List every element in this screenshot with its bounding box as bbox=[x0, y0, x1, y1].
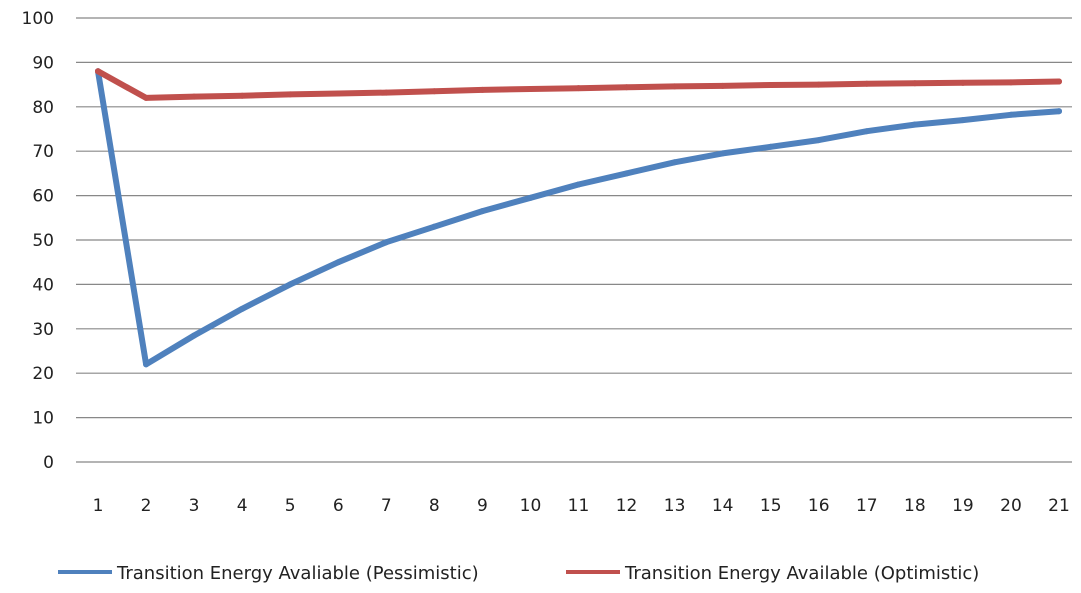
data-point-s2-3 bbox=[191, 93, 198, 100]
data-point-s1-14 bbox=[719, 150, 726, 157]
y-tick-label: 30 bbox=[32, 320, 54, 340]
x-tick-label: 5 bbox=[285, 496, 296, 516]
y-tick-label: 0 bbox=[43, 453, 54, 473]
x-tick-label: 1 bbox=[93, 496, 104, 516]
data-point-s2-6 bbox=[335, 90, 342, 97]
x-tick-label: 20 bbox=[1000, 496, 1022, 516]
data-point-s1-11 bbox=[575, 181, 582, 188]
data-point-s2-16 bbox=[815, 81, 822, 88]
legend-item-1: Transition Energy Avaliable (Pessimistic… bbox=[58, 563, 479, 584]
x-axis-tick-labels: 1 2 3 4 5 6 7 8 9 10 11 12 13 14 15 16 17 18 19 20 21 bbox=[93, 496, 1070, 516]
data-point-s2-19 bbox=[959, 79, 966, 86]
data-point-s1-2 bbox=[143, 361, 150, 368]
x-tick-label: 17 bbox=[856, 496, 878, 516]
x-tick-label: 7 bbox=[381, 496, 392, 516]
data-point-s2-2 bbox=[143, 94, 150, 101]
y-tick-label: 20 bbox=[32, 364, 54, 384]
y-tick-label: 50 bbox=[32, 231, 54, 251]
data-point-s1-9 bbox=[479, 208, 486, 215]
gridlines bbox=[76, 17, 1072, 463]
data-point-s1-4 bbox=[239, 305, 246, 312]
data-point-s1-5 bbox=[287, 281, 294, 288]
x-tick-label: 14 bbox=[712, 496, 734, 516]
y-tick-label: 60 bbox=[32, 187, 54, 207]
x-tick-label: 8 bbox=[429, 496, 440, 516]
data-point-s2-14 bbox=[719, 82, 726, 89]
data-point-s1-8 bbox=[431, 223, 438, 230]
legend-item-2: Transition Energy Available (Optimistic) bbox=[566, 563, 979, 584]
x-tick-label: 13 bbox=[664, 496, 686, 516]
x-tick-label: 16 bbox=[808, 496, 830, 516]
data-point-s1-3 bbox=[191, 332, 198, 339]
data-point-s1-7 bbox=[383, 239, 390, 246]
data-point-s2-13 bbox=[671, 83, 678, 90]
x-tick-label: 6 bbox=[333, 496, 344, 516]
series-lines bbox=[95, 68, 1062, 368]
data-point-s1-21 bbox=[1056, 108, 1062, 115]
data-point-s1-20 bbox=[1007, 111, 1014, 118]
legend-label: Transition Energy Available (Optimistic) bbox=[624, 563, 979, 584]
y-tick-label: 90 bbox=[32, 53, 54, 73]
y-tick-label: 70 bbox=[32, 142, 54, 162]
data-point-s2-1 bbox=[95, 68, 101, 75]
legend: Transition Energy Avaliable (Pessimistic… bbox=[58, 563, 979, 584]
data-point-s1-17 bbox=[863, 128, 870, 135]
y-axis-tick-labels: 0 10 20 30 40 50 60 70 80 90 100 bbox=[22, 9, 54, 473]
x-tick-label: 4 bbox=[237, 496, 248, 516]
data-point-s1-15 bbox=[767, 143, 774, 150]
x-tick-label: 11 bbox=[568, 496, 590, 516]
x-tick-label: 9 bbox=[477, 496, 488, 516]
data-point-s1-19 bbox=[959, 117, 966, 124]
y-tick-label: 100 bbox=[22, 9, 54, 29]
data-point-s2-7 bbox=[383, 89, 390, 96]
x-tick-label: 12 bbox=[616, 496, 638, 516]
x-tick-label: 2 bbox=[141, 496, 152, 516]
data-point-s1-6 bbox=[335, 259, 342, 266]
data-point-s1-18 bbox=[911, 121, 918, 128]
x-tick-label: 21 bbox=[1048, 496, 1070, 516]
data-point-s1-13 bbox=[671, 159, 678, 166]
x-tick-label: 18 bbox=[904, 496, 926, 516]
data-point-s1-12 bbox=[623, 170, 630, 177]
data-point-s2-11 bbox=[575, 85, 582, 92]
series-line-1 bbox=[95, 68, 1062, 368]
x-tick-label: 3 bbox=[189, 496, 200, 516]
data-point-s2-17 bbox=[863, 80, 870, 87]
data-point-s2-21 bbox=[1056, 78, 1062, 85]
y-tick-label: 80 bbox=[32, 98, 54, 118]
data-point-s2-9 bbox=[479, 86, 486, 93]
data-point-s2-12 bbox=[623, 84, 630, 91]
legend-label: Transition Energy Avaliable (Pessimistic… bbox=[116, 563, 479, 584]
data-point-s2-4 bbox=[239, 92, 246, 99]
data-point-s2-10 bbox=[527, 86, 534, 93]
data-point-s1-16 bbox=[815, 137, 822, 144]
x-tick-label: 15 bbox=[760, 496, 782, 516]
x-tick-label: 10 bbox=[520, 496, 542, 516]
y-tick-label: 40 bbox=[32, 275, 54, 295]
y-tick-label: 10 bbox=[32, 409, 54, 429]
data-point-s2-5 bbox=[287, 91, 294, 98]
data-point-s1-10 bbox=[527, 194, 534, 201]
data-point-s2-8 bbox=[431, 88, 438, 95]
x-tick-label: 19 bbox=[952, 496, 974, 516]
data-point-s2-20 bbox=[1007, 79, 1014, 86]
data-point-s2-18 bbox=[911, 80, 918, 87]
data-point-s2-15 bbox=[767, 82, 774, 89]
